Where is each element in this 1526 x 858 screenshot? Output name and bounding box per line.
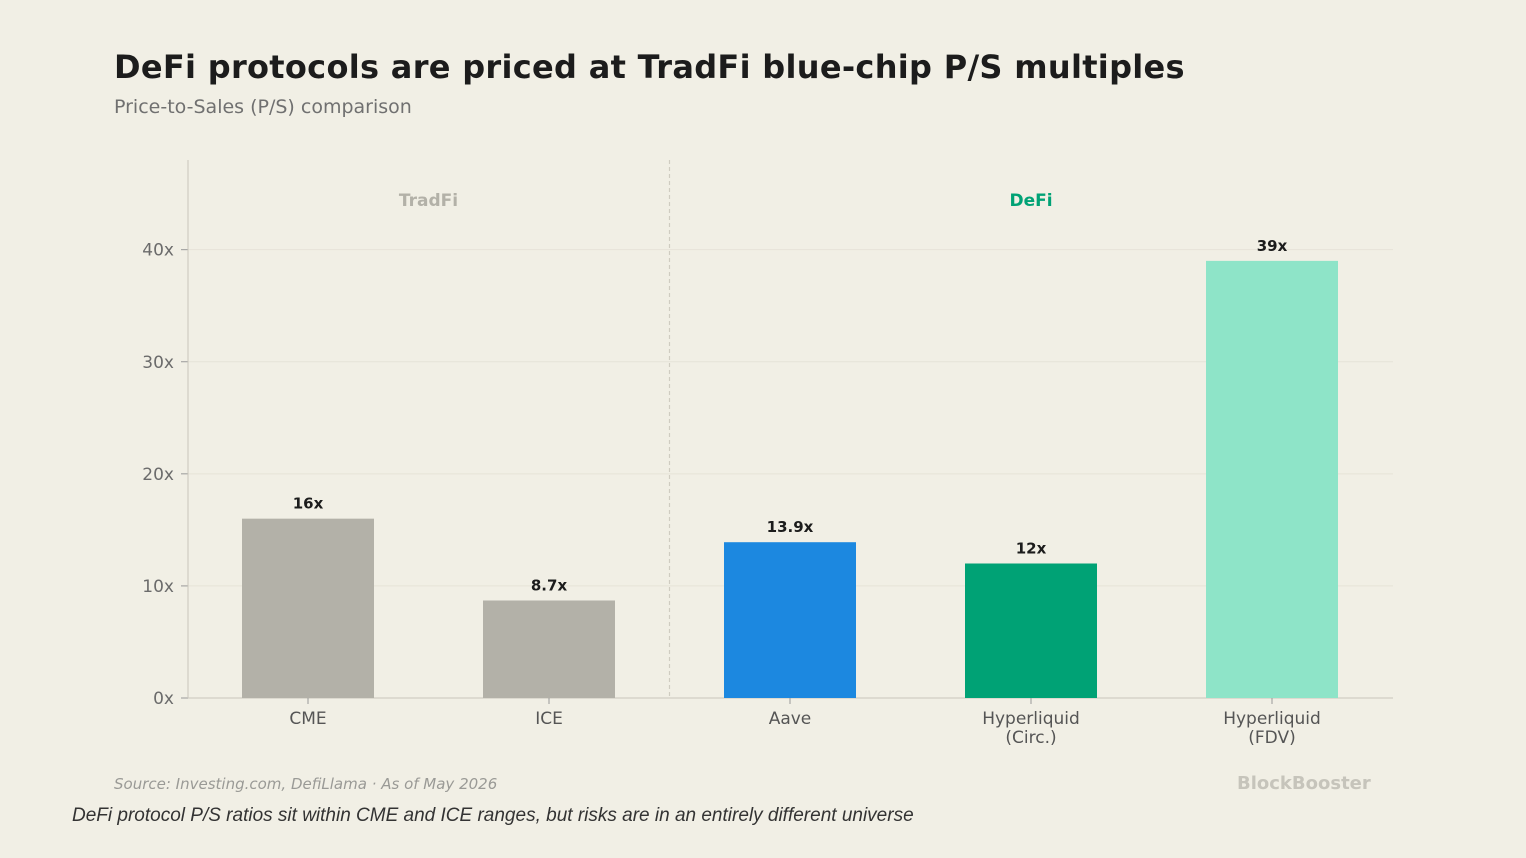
x-tick-label-line: (FDV) xyxy=(1248,728,1295,748)
brand-watermark: BlockBooster xyxy=(1237,773,1371,794)
y-tick-label: 20x xyxy=(142,465,174,485)
value-label: 39x xyxy=(1257,237,1288,255)
x-tick-label: Hyperliquid (Circ.) xyxy=(982,709,1080,748)
bar xyxy=(724,542,856,698)
group-label-tradfi: TradFi xyxy=(399,191,458,211)
value-label: 13.9x xyxy=(767,518,814,536)
value-label: 16x xyxy=(293,495,324,513)
y-tick-label: 30x xyxy=(142,353,174,373)
x-tick-label: ICE xyxy=(535,709,563,729)
x-tick-label: Hyperliquid (FDV) xyxy=(1223,709,1321,748)
x-tick-label-line: ICE xyxy=(535,709,563,729)
chart-subtitle: Price-to-Sales (P/S) comparison xyxy=(114,96,412,118)
bar xyxy=(483,600,615,698)
x-tick-label-line: Hyperliquid xyxy=(1223,709,1321,729)
bar xyxy=(242,518,374,698)
x-tick-label-line: CME xyxy=(289,709,326,729)
x-tick-label: CME xyxy=(289,709,326,729)
figure-caption: DeFi protocol P/S ratios sit within CME … xyxy=(72,805,914,826)
x-tick-label-line: Aave xyxy=(769,709,812,729)
bar xyxy=(1206,260,1338,698)
y-tick-label: 10x xyxy=(142,577,174,597)
y-tick-label: 40x xyxy=(142,241,174,261)
chart-title: DeFi protocols are priced at TradFi blue… xyxy=(114,48,1185,86)
group-label-defi: DeFi xyxy=(1009,191,1052,211)
x-tick-label: Aave xyxy=(769,709,812,729)
x-tick-label-line: (Circ.) xyxy=(1005,728,1056,748)
y-tick-label: 0x xyxy=(153,689,174,709)
value-label: 12x xyxy=(1016,540,1047,558)
value-label: 8.7x xyxy=(531,576,568,594)
x-tick-label-line: Hyperliquid xyxy=(982,709,1080,729)
bar xyxy=(965,563,1097,698)
source-note: Source: Investing.com, DefiLlama · As of… xyxy=(114,775,498,793)
